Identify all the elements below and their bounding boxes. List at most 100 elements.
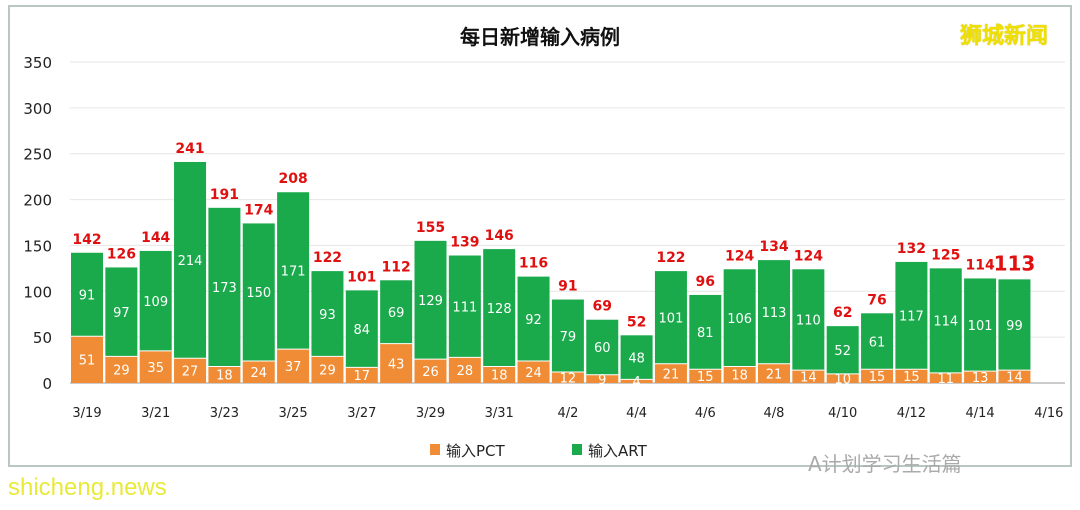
bar-pct xyxy=(861,369,894,383)
pct-data-label: 14 xyxy=(1006,371,1023,386)
x-tick-label: 4/16 xyxy=(1034,406,1063,421)
x-tick-label: 4/8 xyxy=(764,406,785,421)
pct-data-label: 21 xyxy=(766,367,783,382)
pct-data-label: 26 xyxy=(422,365,439,380)
art-data-label: 91 xyxy=(79,288,96,303)
x-tick-label: 3/21 xyxy=(141,406,170,421)
y-tick-label: 50 xyxy=(33,329,52,347)
pct-data-label: 15 xyxy=(869,370,886,385)
bar-pct xyxy=(448,357,481,383)
legend-swatch xyxy=(572,444,582,455)
x-tick-label: 4/2 xyxy=(557,406,578,421)
bar-pct xyxy=(654,363,687,383)
pct-data-label: 29 xyxy=(113,364,130,379)
wechat-watermark: A计划学习生活篇 xyxy=(808,452,962,476)
total-data-label: 91 xyxy=(558,279,577,295)
art-data-label: 48 xyxy=(628,351,645,366)
total-data-label: 142 xyxy=(72,232,101,248)
x-tick-label: 3/31 xyxy=(485,406,514,421)
bar-art xyxy=(551,299,584,372)
pct-data-label: 27 xyxy=(182,365,199,380)
bar-pct xyxy=(105,356,138,383)
bar-pct xyxy=(620,379,653,383)
bar-art xyxy=(620,335,653,380)
pct-data-label: 13 xyxy=(972,371,989,386)
total-data-label: 52 xyxy=(627,314,646,330)
bar-pct xyxy=(689,369,722,383)
legend-label: 输入PCT xyxy=(446,442,506,460)
art-data-label: 109 xyxy=(143,295,168,310)
bar-art xyxy=(792,269,825,371)
total-data-label: 122 xyxy=(313,250,342,266)
bar-pct xyxy=(277,349,310,383)
bar-art xyxy=(723,269,756,367)
bar-art xyxy=(380,280,413,344)
art-data-label: 114 xyxy=(933,315,958,330)
art-data-label: 106 xyxy=(727,312,752,327)
art-data-label: 113 xyxy=(762,306,787,321)
bar-art xyxy=(242,223,275,361)
art-data-label: 110 xyxy=(796,314,821,329)
bar-pct xyxy=(895,369,928,383)
x-tick-label: 4/4 xyxy=(626,406,647,421)
bar-art xyxy=(929,268,962,373)
bar-art xyxy=(311,271,344,357)
bar-art xyxy=(517,276,550,361)
x-tick-label: 3/23 xyxy=(210,406,239,421)
bar-art xyxy=(998,279,1031,371)
art-data-label: 101 xyxy=(659,311,684,326)
total-data-label: 96 xyxy=(696,274,715,290)
bar-art xyxy=(654,271,687,364)
art-data-label: 61 xyxy=(869,335,886,350)
x-tick-label: 4/6 xyxy=(695,406,716,421)
bar-pct xyxy=(723,366,756,383)
total-data-label: 122 xyxy=(656,250,685,266)
x-tick-label: 3/29 xyxy=(416,406,445,421)
art-data-label: 92 xyxy=(525,313,542,328)
pct-data-label: 4 xyxy=(632,375,640,390)
pct-data-label: 43 xyxy=(388,357,405,372)
pct-data-label: 28 xyxy=(457,364,474,379)
total-data-label: 146 xyxy=(485,228,514,244)
total-data-label: 125 xyxy=(931,247,960,263)
pct-data-label: 24 xyxy=(250,366,267,381)
pct-data-label: 18 xyxy=(216,369,233,384)
y-tick-label: 250 xyxy=(23,146,52,164)
art-data-label: 60 xyxy=(594,341,611,356)
bar-pct xyxy=(551,371,584,383)
pct-data-label: 12 xyxy=(560,371,577,386)
y-tick-label: 0 xyxy=(42,375,52,393)
total-data-label: 116 xyxy=(519,256,548,272)
pct-data-label: 9 xyxy=(598,373,606,388)
bar-pct xyxy=(414,359,447,383)
bar-pct xyxy=(517,360,550,383)
bar-art xyxy=(71,252,103,337)
pct-data-label: 11 xyxy=(937,372,954,387)
total-data-label: 126 xyxy=(107,246,136,262)
bar-art xyxy=(208,207,241,367)
bar-art xyxy=(174,161,207,359)
total-data-label: 124 xyxy=(794,248,823,264)
bar-pct xyxy=(174,358,207,383)
pct-data-label: 21 xyxy=(663,367,680,382)
total-data-label: 208 xyxy=(278,171,307,187)
pct-data-label: 18 xyxy=(491,369,508,384)
bar-pct xyxy=(242,360,275,383)
y-tick-label: 350 xyxy=(23,54,52,72)
y-tick-label: 200 xyxy=(23,192,52,210)
art-data-label: 69 xyxy=(388,306,405,321)
pct-data-label: 37 xyxy=(285,360,302,375)
art-data-label: 79 xyxy=(560,330,577,345)
x-tick-label: 3/19 xyxy=(72,406,101,421)
bar-art xyxy=(758,260,790,364)
total-data-label: 174 xyxy=(244,202,273,218)
pct-data-label: 10 xyxy=(834,372,851,387)
total-data-label: 101 xyxy=(347,269,376,285)
total-data-label: 134 xyxy=(759,239,788,255)
pct-data-label: 15 xyxy=(697,370,714,385)
bar-pct xyxy=(345,367,378,383)
art-data-label: 101 xyxy=(968,319,993,334)
y-tick-label: 100 xyxy=(23,283,52,301)
art-data-label: 97 xyxy=(113,306,130,321)
total-data-label: 114 xyxy=(965,257,994,273)
